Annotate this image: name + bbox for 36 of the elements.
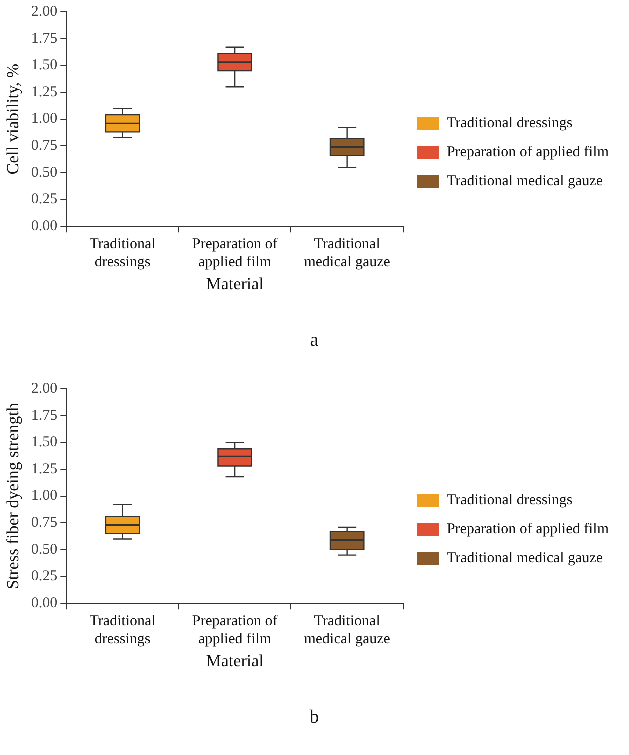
y-tick-label: 1.75 (31, 30, 58, 47)
y-tick-label: 0.75 (31, 138, 58, 154)
x-axis-title: Material (206, 651, 264, 670)
text: b (308, 706, 320, 729)
x-tick-label: Traditional medical gauze (304, 614, 391, 648)
y-tick-label: 1.50 (31, 58, 58, 74)
y-tick-label: 2.00 (31, 4, 58, 20)
x-axis-title: Material (206, 274, 264, 294)
x-tick-label: Traditional medical gauze (304, 236, 391, 271)
x-tick-label: Preparation of applied film (192, 236, 278, 271)
x-tick-label: Preparation of applied film (192, 614, 278, 648)
legend-label: Preparation of applied film (446, 144, 610, 160)
y-tick-label: 1.25 (31, 84, 58, 100)
y-tick-label: 1.00 (31, 488, 58, 504)
y-tick-label: 2.00 (31, 380, 58, 397)
y-tick-label: 0.75 (31, 515, 58, 532)
legend-label: Traditional dressings (446, 492, 573, 508)
y-axis-title: Cell viability, % (4, 64, 23, 175)
y-tick-label: 0.50 (31, 542, 58, 558)
y-tick-label: 0.50 (31, 164, 58, 181)
x-tick-label: Traditional dressings (90, 614, 156, 648)
legend-label: Traditional medical gauze (446, 173, 604, 190)
y-tick-label: 1.50 (31, 434, 58, 451)
y-tick-label: 1.75 (31, 408, 58, 424)
y-tick-label: 1.25 (31, 461, 58, 478)
text: a (309, 329, 320, 353)
y-axis-title: Stress fiber dyeing strength (4, 402, 23, 590)
legend-label: Preparation of applied film (446, 521, 610, 538)
y-tick-label: 0.00 (31, 218, 58, 235)
x-tick-label: Traditional dressings (90, 236, 156, 271)
legend-label: Traditional dressings (446, 115, 573, 132)
y-tick-label: 0.00 (31, 596, 58, 612)
y-tick-label: 0.25 (31, 568, 58, 585)
legend-label: Traditional medical gauze (446, 550, 604, 566)
y-tick-label: 0.25 (31, 192, 58, 208)
y-tick-label: 1.00 (31, 111, 58, 128)
